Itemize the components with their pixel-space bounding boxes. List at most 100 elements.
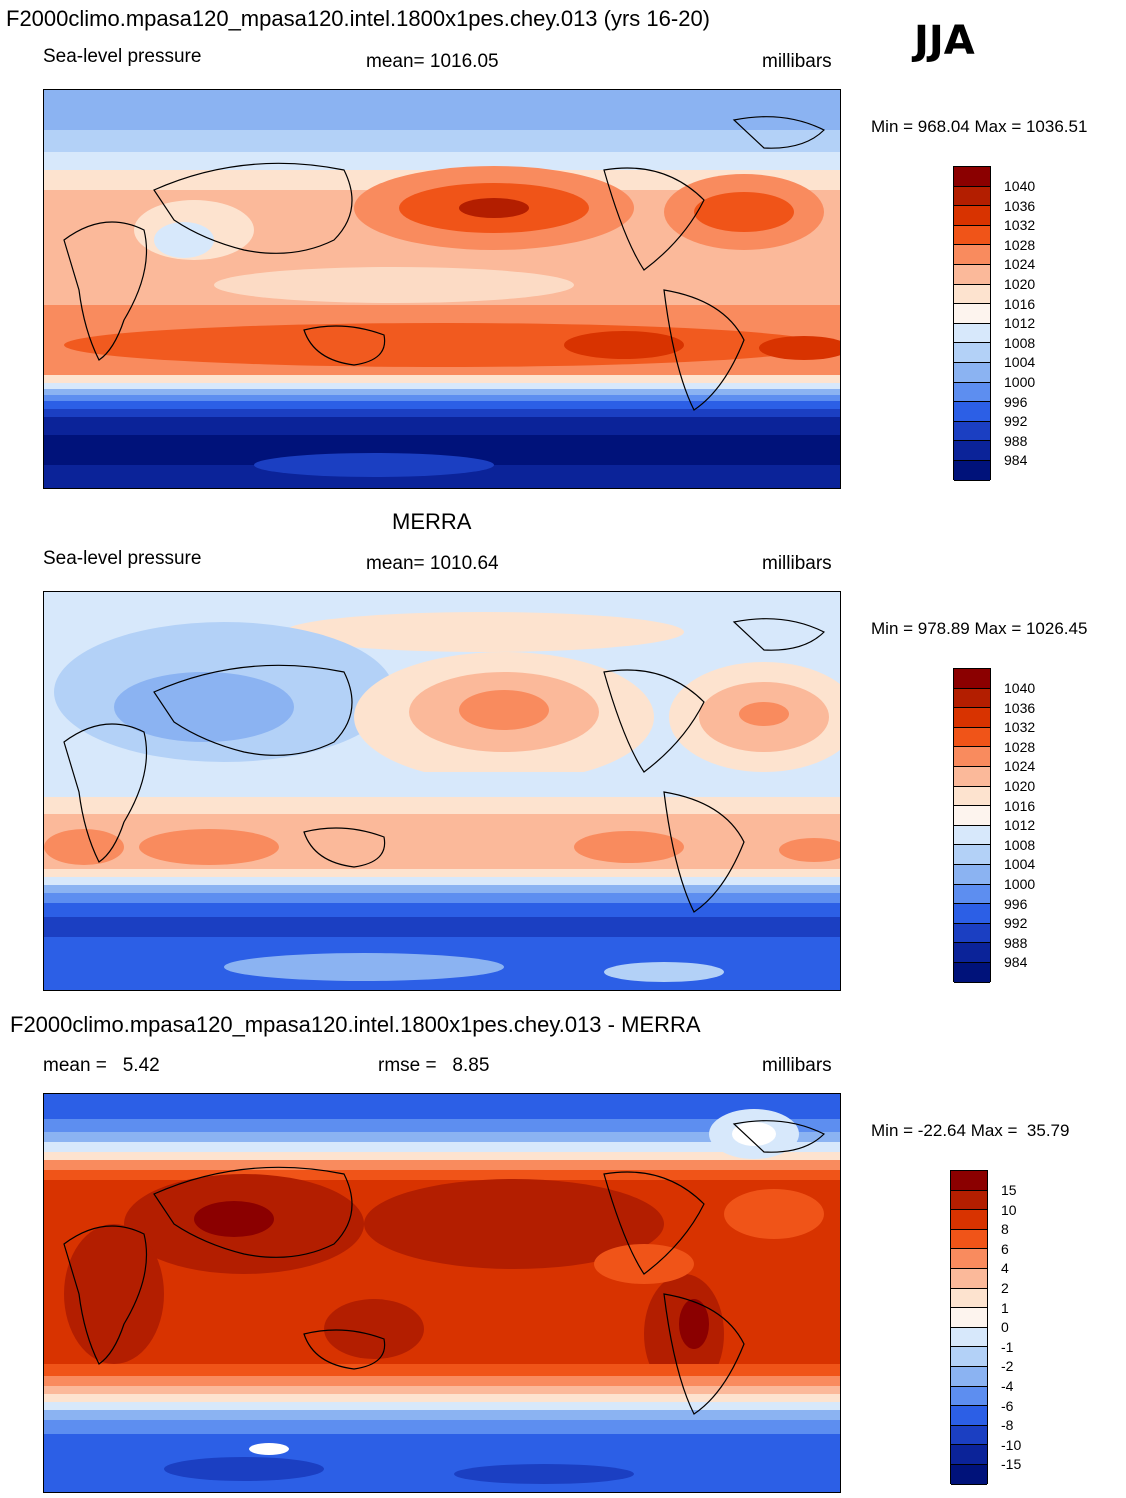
panel-1-units-label: millibars [762,51,832,72]
colorbar-swatch [954,747,990,767]
panel-1-colorbar: 1040 1036 1032 1028 1024 1020 1016 1012 … [953,166,1035,481]
colorbar-label: -15 [1001,1456,1022,1472]
colorbar-swatch [954,825,990,846]
colorbar-swatch [954,962,990,983]
colorbar-swatch [954,186,990,207]
colorbar-label: 992 [1004,413,1028,429]
panel-3-title: F2000climo.mpasa120_mpasa120.intel.1800x… [10,1012,701,1037]
colorbar-swatch [954,766,990,787]
colorbar-swatch [954,845,990,865]
colorbar-label: 988 [1004,433,1028,449]
colorbar-label: 1000 [1004,374,1036,390]
panel-2-title: MERRA [392,509,472,534]
colorbar-label: 1024 [1004,758,1036,774]
colorbar-label: -10 [1001,1437,1022,1453]
colorbar-label: 1016 [1004,798,1036,814]
colorbar-swatch [954,382,990,403]
colorbar-swatch [951,1210,987,1230]
colorbar-label: -6 [1001,1398,1014,1414]
colorbar-label: 1008 [1004,837,1036,853]
colorbar-swatch [954,167,990,187]
colorbar-label: 1012 [1004,817,1036,833]
panel-3-map [43,1093,841,1493]
colorbar-swatch [954,323,990,344]
panel-3-mean-label: mean = 5.42 [43,1055,160,1076]
colorbar-label: 996 [1004,896,1028,912]
colorbar-swatch [954,786,990,807]
colorbar-swatch [954,688,990,709]
panel-1-contour-field [44,90,840,488]
colorbar-label: 1032 [1004,217,1036,233]
colorbar-swatch [954,943,990,963]
colorbar-swatch [951,1249,987,1269]
panel-3-units-label: millibars [762,1055,832,1076]
colorbar-label: 10 [1001,1202,1017,1218]
colorbar-label: 2 [1001,1280,1009,1296]
colorbar-swatch [951,1190,987,1211]
colorbar-swatch [954,421,990,442]
colorbar-swatch [954,245,990,265]
colorbar-swatch [954,727,990,748]
colorbar-label: 1032 [1004,719,1036,735]
colorbar-label: -4 [1001,1378,1014,1394]
panel-2-variable-label: Sea-level pressure [43,548,202,569]
colorbar-swatch [954,460,990,481]
colorbar-swatch [954,864,990,885]
colorbar-swatch [954,304,990,324]
colorbar-label: 1008 [1004,335,1036,351]
colorbar-swatch [954,884,990,905]
colorbar-label: 996 [1004,394,1028,410]
colorbar-swatch [954,206,990,226]
colorbar-label: 4 [1001,1260,1009,1276]
colorbar-swatch [951,1229,987,1250]
colorbar-label: -2 [1001,1358,1014,1374]
panel-2-contour-field [44,592,840,990]
panel-1-map [43,89,841,489]
colorbar-label: 8 [1001,1221,1009,1237]
colorbar-label: 1040 [1004,680,1036,696]
colorbar-label: 992 [1004,915,1028,931]
colorbar-label: 1028 [1004,237,1036,253]
colorbar-label: 1016 [1004,296,1036,312]
panel-2-minmax: Min = 978.89 Max = 1026.45 [871,619,1088,638]
panel-1-minmax: Min = 968.04 Max = 1036.51 [871,117,1088,136]
colorbar-swatch [951,1445,987,1465]
panel-3-contour-field [44,1094,840,1492]
colorbar-label: -1 [1001,1339,1014,1355]
colorbar-swatch [951,1171,987,1191]
colorbar-swatch [951,1366,987,1387]
colorbar-swatch [954,264,990,285]
colorbar-label: 1012 [1004,315,1036,331]
colorbar-label: -8 [1001,1417,1014,1433]
panel-3-colorbar: 15 10 8 6 4 2 1 0 -1 -2 -4 -6 -8 -10 -15 [950,1170,1021,1485]
colorbar-swatch [951,1425,987,1446]
colorbar-swatch [954,806,990,826]
colorbar-swatch [954,402,990,422]
colorbar-swatch [951,1268,987,1289]
colorbar-label: 1 [1001,1300,1009,1316]
colorbar-swatch [954,904,990,924]
panel-1-mean-label: mean= 1016.05 [366,51,499,72]
colorbar-label: 0 [1001,1319,1009,1335]
colorbar-swatch [954,225,990,246]
colorbar-label: 1004 [1004,354,1036,370]
colorbar-swatch [951,1464,987,1485]
colorbar-swatch [954,708,990,728]
colorbar-label: 1036 [1004,700,1036,716]
colorbar-swatch [954,284,990,305]
panel-2-map [43,591,841,991]
panel-3-rmse-label: rmse = 8.85 [378,1055,490,1076]
colorbar-label: 1040 [1004,178,1036,194]
colorbar-label: 1028 [1004,739,1036,755]
colorbar-swatch [951,1288,987,1309]
colorbar-swatch [954,923,990,944]
colorbar-swatch [951,1386,987,1407]
colorbar-label: 988 [1004,935,1028,951]
colorbar-label: 1024 [1004,256,1036,272]
colorbar-label: 1004 [1004,856,1036,872]
panel-1-title: F2000climo.mpasa120_mpasa120.intel.1800x… [6,6,711,31]
colorbar-swatch [954,343,990,363]
colorbar-swatch [951,1308,987,1328]
colorbar-label: 1020 [1004,778,1036,794]
colorbar-label: 15 [1001,1182,1017,1198]
